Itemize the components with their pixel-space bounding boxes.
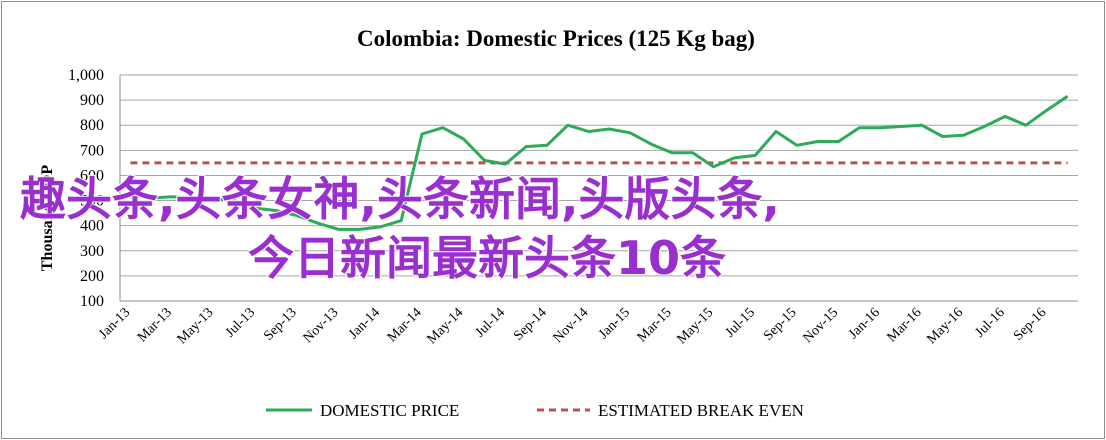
legend: DOMESTIC PRICE ESTIMATED BREAK EVEN <box>266 401 804 420</box>
watermark-overlay: 趣头条,头条女神,头条新闻,头版头条, 今日新闻最新头条10条 <box>19 171 781 286</box>
x-tick-label: Sep-13 <box>261 305 300 344</box>
y-axis-title: Thousand COP <box>39 165 56 271</box>
x-tick-label: May-14 <box>425 305 467 347</box>
y-tick-label: 300 <box>80 243 104 260</box>
x-tick-label: Nov-15 <box>800 305 841 346</box>
y-tick-label: 900 <box>80 92 104 109</box>
watermark-line-2: 今日新闻最新头条10条 <box>248 231 726 285</box>
x-tick-label: Jan-14 <box>346 305 383 342</box>
x-tick-label: Jul-14 <box>473 305 508 340</box>
x-tick-label: Jan-15 <box>596 305 633 342</box>
x-tick-label: Sep-14 <box>511 305 550 344</box>
x-tick-label: May-15 <box>674 305 716 347</box>
x-tick-label: Jul-16 <box>973 305 1008 340</box>
series-group <box>130 95 1069 231</box>
x-tick-label: Jul-15 <box>723 305 758 340</box>
y-tick-label: 100 <box>80 293 104 310</box>
x-tick-label: Mar-13 <box>135 305 175 345</box>
watermark-line-1: 趣头条,头条女神,头条新闻,头版头条, <box>20 172 780 226</box>
series-line <box>130 95 1069 231</box>
x-tick-label: May-13 <box>175 305 217 347</box>
legend-label: DOMESTIC PRICE <box>320 401 459 420</box>
x-tick-label: Nov-14 <box>551 305 592 346</box>
x-tick-label: Sep-15 <box>761 305 800 344</box>
y-tick-label: 800 <box>80 117 104 134</box>
y-tick-label: 600 <box>80 167 104 184</box>
y-tick-label: 200 <box>80 268 104 285</box>
y-tick-label: 500 <box>80 193 104 210</box>
x-tick-label: Jan-13 <box>96 305 133 342</box>
legend-label: ESTIMATED BREAK EVEN <box>598 401 804 420</box>
x-tick-label: May-16 <box>924 305 966 347</box>
x-tick-label: Nov-13 <box>301 305 342 346</box>
chart-title: Colombia: Domestic Prices (125 Kg bag) <box>357 26 755 51</box>
y-tick-label: 1,000 <box>68 67 104 84</box>
x-tick-label: Jan-16 <box>846 305 883 342</box>
x-tick-label: Mar-15 <box>635 305 675 345</box>
x-tick-label: Mar-16 <box>885 305 925 345</box>
y-tick-label: 700 <box>80 142 104 159</box>
x-tick-label: Mar-14 <box>385 305 425 345</box>
x-tick-label: Sep-16 <box>1011 305 1050 344</box>
x-tick-label: Jul-13 <box>223 305 258 340</box>
y-tick-label: 400 <box>80 218 104 235</box>
